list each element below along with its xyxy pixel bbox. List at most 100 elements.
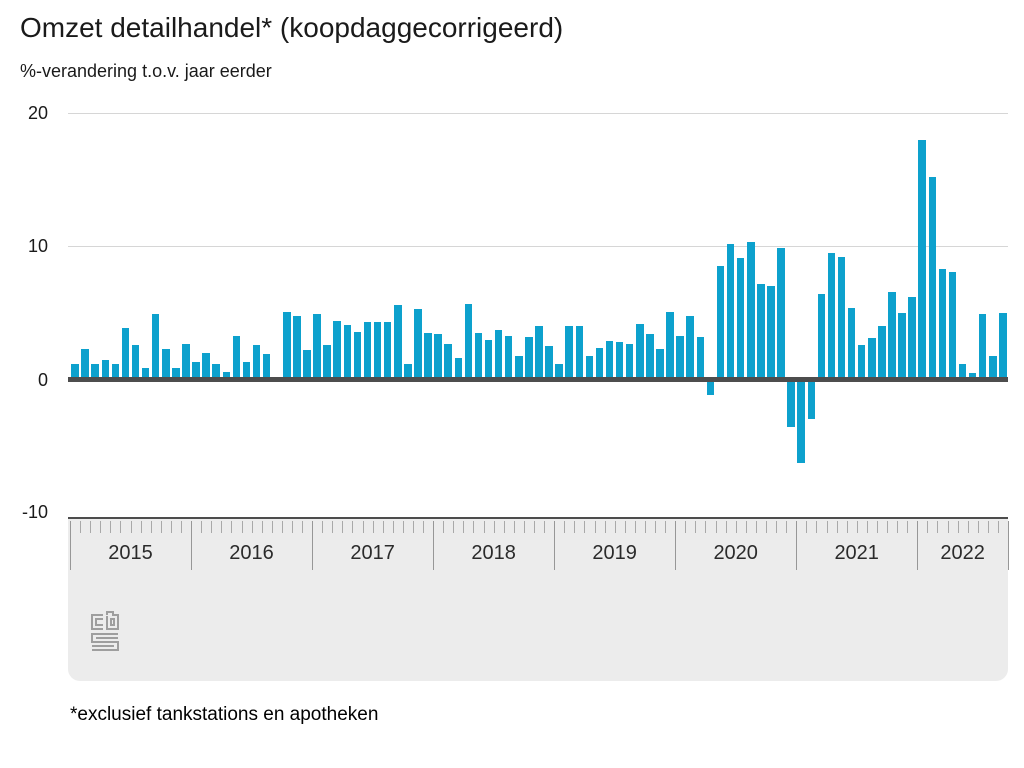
bar [283,311,291,380]
month-tick [725,521,727,533]
bar [494,330,503,380]
chart-footnote: *exclusief tankstations en apotheken [70,704,379,725]
bar [666,311,674,380]
year-tick [554,521,556,570]
bar [91,363,99,380]
month-tick [180,521,182,533]
bar [192,362,200,380]
month-tick [483,521,485,533]
month-tick [332,521,334,533]
month-tick [755,521,757,533]
month-tick [806,521,808,533]
month-tick [251,521,253,533]
bar [777,247,785,380]
y-tick-label-10: 10 [27,236,48,256]
month-tick [463,521,465,533]
cbs-logo [91,611,119,651]
month-tick [957,521,959,533]
bar [172,367,180,380]
month-tick [776,521,777,533]
month-tick [322,521,324,533]
year-tick [675,521,677,570]
month-tick [574,521,576,533]
month-tick [493,521,495,533]
bar [636,323,644,380]
month-tick [816,521,818,533]
bar [928,177,937,380]
month-tick [665,521,667,533]
bar [605,340,614,380]
x-tick-label-2015: 2015 [108,542,153,564]
y-tick-label-0: 0 [37,370,48,390]
month-tick [443,521,445,533]
month-tick [967,521,969,533]
month-tick [594,521,596,533]
page-title: Omzet detailhandel* (koopdaggecorrigeerd… [20,12,564,43]
month-tick [534,521,535,533]
month-tick [947,521,949,533]
month-tick [261,521,263,533]
month-tick [140,521,142,533]
bar [978,314,987,380]
year-tick [433,521,435,570]
month-tick [786,521,788,533]
bar [141,367,150,380]
bar [343,324,352,380]
bar [747,242,755,380]
bar [696,336,705,380]
year-tick [1008,521,1009,570]
bar [999,312,1007,380]
month-tick [402,521,404,533]
bar [565,326,573,380]
month-tick [624,521,626,533]
month-tick [362,521,364,533]
month-tick [221,521,223,533]
bar [918,139,926,380]
month-tick [281,521,283,533]
bar [333,320,341,380]
bar [182,343,190,380]
bar [575,326,584,380]
month-tick [866,521,868,533]
year-tick [796,521,798,570]
bar [373,322,382,380]
month-tick [130,521,132,533]
month-tick [564,521,566,533]
bar [827,253,836,380]
bar [706,380,715,396]
bar [545,346,553,380]
month-tick [644,521,646,533]
bar [938,268,947,380]
month-tick [302,521,303,533]
bar [797,380,805,464]
gridline-20 [68,113,1008,114]
y-tick-label-minus10: -10 [21,502,48,522]
month-tick [412,521,414,533]
month-tick [876,521,878,533]
bar [878,326,886,380]
y-axis-title: %-verandering t.o.v. jaar eerder [20,61,272,81]
month-tick [836,521,838,533]
bar [444,343,452,380]
bar [837,257,846,380]
bar [515,355,523,380]
bar [404,363,412,380]
month-tick [201,521,203,533]
bar [232,335,241,380]
bar [968,372,977,380]
bar [293,315,301,380]
month-tick [503,521,505,533]
bar [595,347,604,380]
x-axis-band: 2015 2016 2017 2018 2019 2020 2021 2022 [68,517,1009,681]
month-tick [382,521,384,533]
month-tick [856,521,858,533]
month-tick [110,521,112,533]
bar [625,343,634,380]
x-tick-label-2022: 2022 [940,542,985,564]
month-tick [685,521,687,533]
bar [958,363,967,380]
bar [716,266,725,380]
bar [363,322,372,380]
